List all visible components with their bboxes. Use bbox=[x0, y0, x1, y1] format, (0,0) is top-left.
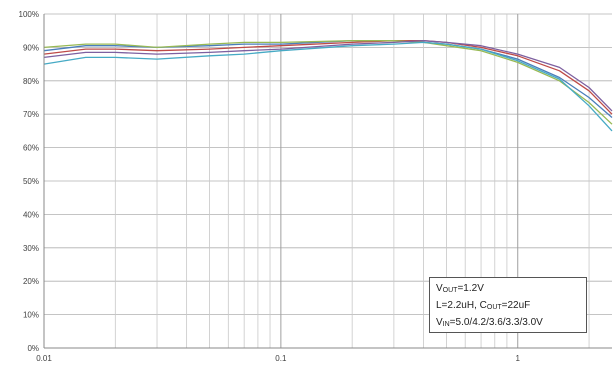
annotation-vin-main: V bbox=[436, 317, 443, 328]
annotation-inductor-cap: L=2.2uH, COUT=22uF bbox=[436, 298, 586, 315]
annotation-vin-sub: IN bbox=[442, 321, 450, 328]
x-tick-label: 0.1 bbox=[275, 354, 287, 363]
y-tick-label: 20% bbox=[23, 277, 39, 286]
y-tick-label: 100% bbox=[19, 10, 39, 19]
series-line-4 bbox=[43, 40, 613, 112]
y-tick-label: 0% bbox=[27, 344, 39, 353]
annotation-lc-pre: L=2.2uH, C bbox=[436, 300, 487, 311]
annotation-vout: VOUT=1.2V bbox=[436, 281, 586, 298]
y-tick-label: 40% bbox=[23, 210, 39, 219]
y-tick-label: 60% bbox=[23, 144, 39, 153]
annotation-vout-value: =1.2V bbox=[457, 283, 484, 294]
annotation-vin-values: =5.0/4.2/3.6/3.3/3.0V bbox=[449, 317, 543, 328]
series-line-2 bbox=[43, 40, 613, 115]
annotation-vin: VIN=5.0/4.2/3.6/3.3/3.0V bbox=[436, 315, 586, 332]
annotation-lc-value: =22uF bbox=[501, 300, 531, 311]
x-axis-ticks: 0.01 0.1 1 bbox=[36, 354, 520, 363]
annotation-lc-sub: OUT bbox=[486, 304, 502, 311]
y-tick-label: 80% bbox=[23, 77, 39, 86]
series-lines bbox=[43, 40, 613, 132]
y-tick-label: 10% bbox=[23, 311, 39, 320]
x-tick-label: 0.01 bbox=[36, 354, 52, 363]
series-line-5 bbox=[43, 41, 613, 132]
series-line-3 bbox=[43, 40, 613, 125]
y-tick-label: 90% bbox=[23, 43, 39, 52]
chart-annotation-box: VOUT=1.2V L=2.2uH, COUT=22uF VIN=5.0/4.2… bbox=[429, 277, 587, 333]
y-tick-label: 50% bbox=[23, 177, 39, 186]
y-tick-label: 30% bbox=[23, 244, 39, 253]
x-tick-label: 1 bbox=[516, 354, 521, 363]
annotation-vout-main: V bbox=[436, 283, 443, 294]
y-axis-ticks: 0% 10% 20% 30% 40% 50% 60% 70% 80% 90% 100% bbox=[19, 10, 39, 353]
annotation-vout-sub: OUT bbox=[442, 287, 458, 294]
y-tick-label: 70% bbox=[23, 110, 39, 119]
